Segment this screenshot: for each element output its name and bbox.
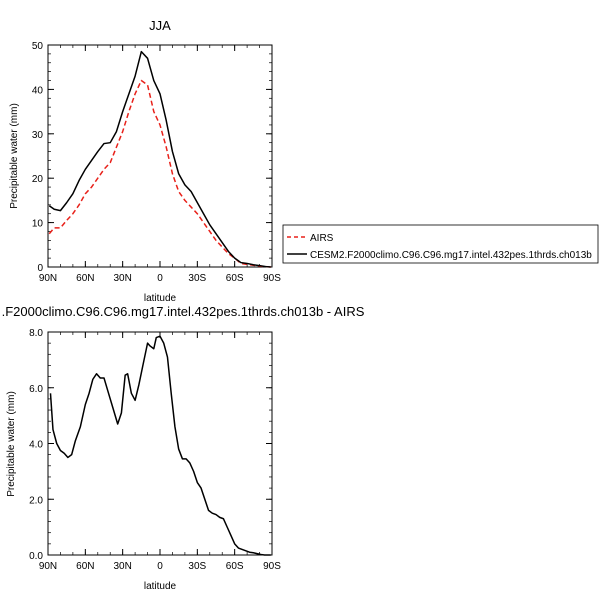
legend: AIRS CESM2.F2000climo.C96.C96.mg17.intel… <box>282 224 599 264</box>
top-x-tick-label: 60S <box>226 273 244 284</box>
bottom-x-tick-label: 30S <box>188 561 206 572</box>
bottom-x-tick-label: 90N <box>39 561 57 572</box>
bottom-x-axis-label: latitude <box>144 581 177 592</box>
top-y-tick-label: 30 <box>32 130 44 141</box>
bottom-x-tick-label: 60N <box>76 561 94 572</box>
top-frame <box>47 44 273 268</box>
top-x-axis-label: latitude <box>144 293 177 304</box>
bottom-y-tick-label: 8.0 <box>29 328 43 339</box>
bottom-y-tick-label: 2.0 <box>29 495 43 506</box>
top-x-tick-label: 90S <box>263 273 281 284</box>
top-y-tick-label: 20 <box>32 174 44 185</box>
legend-label-cesm: CESM2.F2000climo.C96.C96.mg17.intel.432p… <box>310 250 592 261</box>
top-y-axis-label: Precipitable water (mm) <box>9 103 20 209</box>
bottom-x-tick-label: 0 <box>157 561 163 572</box>
top-series-lines <box>48 50 271 268</box>
bottom-y-tick-label: 4.0 <box>29 440 43 451</box>
bottom-axis-ticks: 90N 60N 30N 0 30S 60S 90S 0.0 2.0 4.0 6.0 8.0 <box>29 328 281 572</box>
top-y-tick-label: 40 <box>32 85 44 96</box>
top-y-tick-label: 10 <box>32 219 44 230</box>
top-series-line-cesm <box>48 50 271 268</box>
top-x-tick-label: 60N <box>76 273 94 284</box>
top-x-tick-label: 90N <box>39 273 57 284</box>
bottom-y-axis-label: Precipitable water (mm) <box>6 391 17 497</box>
top-x-tick-label: 30N <box>113 273 131 284</box>
top-axis-ticks: 90N 60N 30N 0 30S 60S 90S 0 10 20 30 40 50 <box>32 41 281 284</box>
bottom-chart: .F2000climo.C96.C96.mg17.intel.432pes.1t… <box>2 304 365 592</box>
bottom-x-tick-label: 60S <box>226 561 244 572</box>
top-y-tick-label: 0 <box>37 263 43 274</box>
bottom-x-tick-label: 30N <box>113 561 131 572</box>
top-x-tick-label: 30S <box>188 273 206 284</box>
bottom-y-tick-label: 6.0 <box>29 384 43 395</box>
top-x-tick-label: 0 <box>157 273 163 284</box>
top-chart: JJA 90N 60N 30N 0 30S 60S 90S 0 10 20 30 40 50 latit… <box>9 18 281 304</box>
bottom-y-tick-label: 0.0 <box>29 551 43 562</box>
bottom-series-lines <box>49 335 271 556</box>
legend-label-airs: AIRS <box>310 233 334 244</box>
bottom-plot-area <box>47 331 273 556</box>
bottom-chart-title: .F2000climo.C96.C96.mg17.intel.432pes.1t… <box>2 304 365 319</box>
top-chart-title: JJA <box>149 18 171 33</box>
bottom-series-line-difference <box>49 335 271 556</box>
bottom-x-tick-label: 90S <box>263 561 281 572</box>
legend-box <box>282 224 599 264</box>
top-y-tick-label: 50 <box>32 41 44 52</box>
top-series-line-airs <box>48 79 271 268</box>
bottom-frame <box>47 331 273 556</box>
top-plot-area <box>47 44 273 268</box>
